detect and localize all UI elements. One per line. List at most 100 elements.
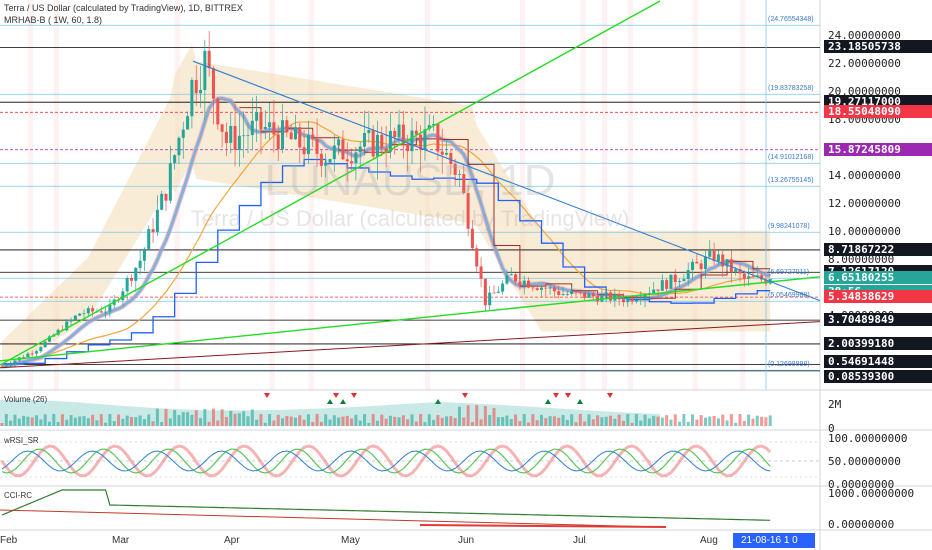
volume-bar [39, 419, 43, 426]
volume-bar [678, 421, 682, 426]
volume-bar [341, 416, 345, 426]
volume-bar [466, 405, 470, 426]
cci-red-bold [419, 524, 667, 528]
signal-stripe [740, 0, 746, 390]
volume-bar [747, 414, 751, 426]
volume-bar [755, 415, 759, 426]
fib-level-label: (5.05469988) [768, 292, 810, 300]
price-label: 8.00000000 [828, 253, 895, 266]
candle-body [13, 360, 17, 364]
candle-body [276, 134, 280, 150]
volume-bar [121, 418, 125, 426]
indicator-header: MRHAB-B ( 1W, 60, 1.8) [4, 15, 103, 25]
volume-bar [112, 421, 116, 426]
fib-level-label: (13.26755145) [768, 177, 814, 185]
candle-body [427, 125, 431, 130]
candle-body [354, 152, 358, 164]
candle-body [384, 148, 388, 152]
candle-body [341, 139, 345, 160]
candle-body [4, 365, 8, 367]
cci-line [1, 489, 771, 521]
volume-bar [561, 415, 565, 426]
volume-bar [501, 417, 505, 426]
volume-bar [220, 409, 224, 426]
volume-bar [246, 416, 250, 426]
signal-triangle [545, 399, 551, 404]
price-label: 10.00000000 [828, 225, 901, 238]
candle-body [686, 270, 690, 280]
candle-body [721, 254, 725, 267]
price-label: 14.00000000 [828, 169, 901, 182]
volume-bar [514, 414, 518, 426]
fib-level-label: (0.12698898) [768, 361, 810, 369]
candle-body [371, 130, 375, 157]
time-cursor-date: 21-08-16 [741, 535, 782, 546]
volume-bar [725, 420, 729, 426]
volume-bar [337, 417, 341, 426]
price-box-label: 6.65180255 [824, 270, 932, 284]
candle-body [673, 274, 677, 283]
candle-body [414, 130, 418, 135]
volume-bar [470, 422, 474, 426]
volume-bar [496, 417, 500, 426]
volume-bar [259, 414, 263, 426]
step-line [2, 158, 771, 365]
candle-body [194, 80, 198, 94]
volume-bar [99, 414, 103, 426]
volume-bar [9, 420, 13, 426]
candle-body [22, 357, 26, 358]
candle-body [548, 287, 552, 289]
candle-body [181, 129, 185, 138]
candle-body [151, 229, 155, 233]
volume-bar [319, 421, 323, 426]
candle-body [39, 347, 43, 352]
candle-body [535, 288, 539, 290]
volume-pane-title: Volume (26) [4, 395, 48, 404]
volume-bar [43, 414, 47, 426]
candle-body [350, 161, 354, 164]
volume-axis-0: 0 [828, 422, 835, 435]
candle-body [108, 304, 112, 312]
candle-body [742, 273, 746, 279]
signal-triangle [351, 393, 357, 398]
candle-body [229, 126, 233, 143]
volume-bar [293, 417, 297, 426]
price-label: 24.00000000 [828, 29, 901, 42]
volume-bar [298, 415, 302, 426]
month-label: May [341, 535, 360, 546]
price-box-label: 0.54691448 [824, 355, 932, 369]
candle-body [591, 293, 595, 297]
signal-triangle [435, 399, 441, 404]
volume-bar [211, 408, 215, 426]
volume-bar [26, 416, 30, 426]
volume-bar [345, 415, 349, 426]
volume-bar [462, 417, 466, 426]
candle-body [561, 294, 565, 295]
volume-bar [86, 418, 90, 426]
candle-body [363, 133, 367, 147]
signal-stripe [601, 0, 608, 390]
candle-body [224, 131, 228, 143]
fib-level-label: (9.98241078) [768, 223, 810, 231]
signal-triangle [565, 393, 571, 398]
candle-body [509, 274, 513, 276]
candle-body [479, 266, 483, 279]
volume-bar [216, 420, 220, 426]
volume-bar [60, 414, 64, 426]
candle-body [518, 281, 522, 286]
volume-bar [255, 419, 259, 426]
candle-body [207, 50, 211, 69]
volume-bar [768, 415, 772, 426]
volume-bar [483, 405, 487, 426]
price-label: 20.00000000 [828, 85, 901, 98]
volume-bar [397, 417, 401, 426]
candle-body [47, 336, 51, 342]
price-box-label: 23.18505738 [824, 40, 932, 54]
volume-bar [548, 416, 552, 426]
candle-body [26, 353, 30, 358]
volume-bar [742, 420, 746, 426]
volume-bar [56, 422, 60, 426]
candle-body [557, 291, 561, 295]
